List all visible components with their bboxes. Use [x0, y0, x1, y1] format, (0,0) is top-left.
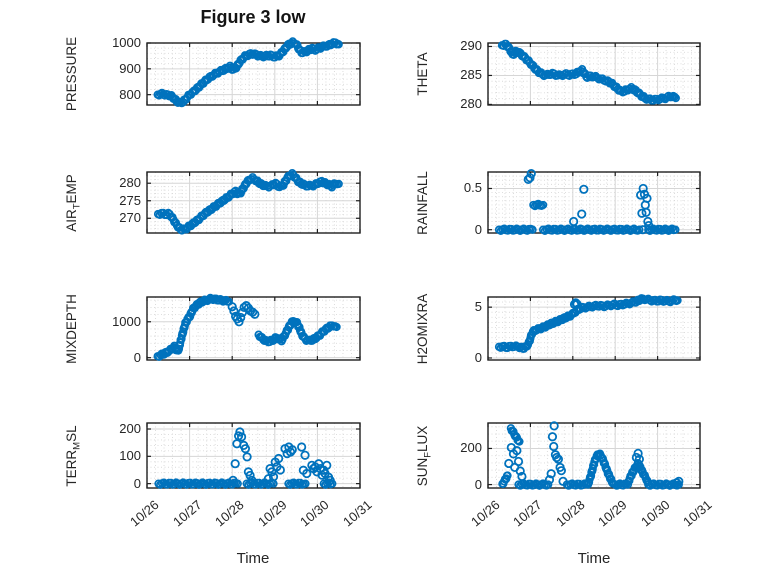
y-axis-label-subscript: M	[71, 441, 83, 450]
y-tick-label: 900	[119, 60, 141, 76]
y-tick-label: 0	[474, 221, 482, 237]
y-tick-label: 280	[460, 96, 482, 112]
y-tick-label: 100	[119, 448, 141, 464]
plot-area-air_temp	[139, 164, 368, 241]
y-tick-label: 280	[119, 175, 141, 191]
y-axis-label-text: LUX	[415, 425, 430, 452]
plot-area-sun_flux	[480, 415, 708, 496]
y-tick-label: 1000	[112, 313, 141, 329]
y-axis-label-text: SUN	[415, 457, 430, 486]
y-tick-label: 0	[474, 349, 482, 365]
y-axis-label-subscript: F	[422, 451, 434, 458]
y-axis-label-text: AIR	[64, 208, 79, 232]
y-tick-label: 285	[460, 67, 482, 83]
plot-area-theta	[480, 35, 708, 113]
y-tick-label: 200	[460, 440, 482, 456]
y-axis-label-subscript: T	[71, 202, 83, 209]
y-axis-label-text: TERR	[64, 449, 79, 487]
plot-area-h2omixra	[480, 289, 708, 368]
y-tick-label: 0	[133, 349, 141, 365]
y-axis-label-text: SL	[64, 424, 79, 442]
y-tick-label: 290	[460, 38, 482, 54]
plot-area-pressure	[139, 35, 368, 113]
y-tick-label: 270	[119, 210, 141, 226]
y-axis-label-sun_flux: SUNFLUX	[414, 371, 434, 541]
y-tick-label: 0	[474, 476, 482, 492]
y-axis-label-text: EMP	[64, 173, 79, 203]
y-tick-label: 0.5	[463, 180, 482, 196]
x-axis-label-right: Time	[577, 550, 611, 567]
plot-area-terr_msl	[139, 415, 368, 496]
y-tick-label: 800	[119, 86, 141, 102]
x-axis-label-left: Time	[236, 550, 270, 567]
plot-area-rainfall	[480, 164, 708, 241]
figure-title: Figure 3 low	[200, 7, 306, 27]
y-axis-label-text: MIXDEPTH	[64, 293, 79, 364]
y-axis-label-text: THETA	[415, 52, 430, 96]
y-tick-label: 5	[474, 299, 482, 315]
y-axis-label-terr_msl: TERRMSL	[63, 371, 83, 541]
y-tick-label: 275	[119, 192, 141, 208]
y-axis-label-text: RAINFALL	[415, 170, 430, 235]
y-axis-label-text: H2OMIXRA	[415, 293, 430, 364]
y-tick-label: 200	[119, 421, 141, 436]
plot-area-mixdepth	[139, 289, 368, 368]
y-axis-label-text: PRESSURE	[64, 36, 79, 112]
y-tick-label: 0	[133, 475, 141, 491]
y-tick-label: 1000	[112, 35, 141, 50]
